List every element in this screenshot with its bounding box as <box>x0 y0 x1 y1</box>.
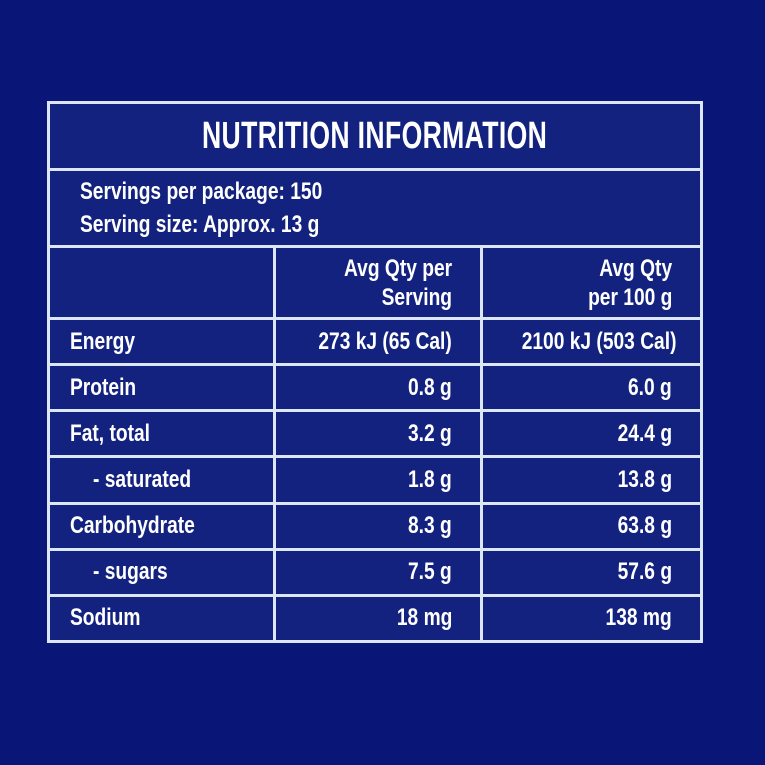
nutrient-label: - saturated <box>93 465 192 493</box>
nutrient-label: Carbohydrate <box>70 512 195 540</box>
nutrient-cell: Carbohydrate <box>50 505 273 548</box>
table-row: Protein 0.8 g 6.0 g <box>50 366 700 413</box>
table-row: Fat, total 3.2 g 24.4 g <box>50 412 700 459</box>
nutrient-cell: Fat, total <box>50 412 273 455</box>
per-serving-value: 0.8 g <box>408 373 452 401</box>
per-100g-cell: 13.8 g <box>480 458 700 502</box>
servings-section: Servings per package: 150 Serving size: … <box>50 171 700 248</box>
header-per-serving-line1: Avg Qty per <box>343 254 452 282</box>
table-header-row: Avg Qty per Serving Avg Qty per 100 g <box>50 248 700 320</box>
nutrition-panel: NUTRITION INFORMATION Servings per packa… <box>47 101 703 643</box>
header-nutrient-cell <box>50 248 273 317</box>
servings-per-package-text: Servings per package: 150 <box>80 178 323 205</box>
nutrient-cell: Sodium <box>50 597 273 640</box>
table-row: Energy 273 kJ (65 Cal) 2100 kJ (503 Cal) <box>50 320 700 367</box>
nutrient-label: Sodium <box>70 604 141 632</box>
per-100g-value: 13.8 g <box>617 465 672 493</box>
per-serving-cell: 18 mg <box>273 596 480 640</box>
nutrient-label: - sugars <box>93 558 168 586</box>
header-per-100g-cell: Avg Qty per 100 g <box>480 248 700 317</box>
per-100g-cell: 63.8 g <box>480 504 700 548</box>
header-per-100g-line2: per 100 g <box>587 283 672 311</box>
table-row: - saturated 1.8 g 13.8 g <box>50 458 700 505</box>
nutrient-cell: - saturated <box>50 458 273 501</box>
per-100g-cell: 57.6 g <box>480 550 700 594</box>
header-per-100g-line1: Avg Qty <box>599 254 672 282</box>
per-serving-value: 273 kJ (65 Cal) <box>318 327 452 355</box>
per-serving-cell: 8.3 g <box>273 504 480 548</box>
table-row: - sugars 7.5 g 57.6 g <box>50 550 700 597</box>
nutrient-cell: Protein <box>50 366 273 409</box>
per-serving-cell: 1.8 g <box>273 458 480 502</box>
per-serving-value: 7.5 g <box>408 558 452 586</box>
nutrient-label: Protein <box>70 373 137 401</box>
per-100g-value: 2100 kJ (503 Cal) <box>521 327 677 355</box>
per-serving-value: 3.2 g <box>408 419 452 447</box>
per-100g-value: 138 mg <box>605 604 672 632</box>
per-100g-value: 63.8 g <box>617 512 672 540</box>
nutrient-label: Fat, total <box>70 419 150 447</box>
header-per-serving-cell: Avg Qty per Serving <box>273 248 480 317</box>
header-per-serving-line2: Serving <box>381 283 452 311</box>
table-row: Sodium 18 mg 138 mg <box>50 596 700 640</box>
per-serving-cell: 0.8 g <box>273 366 480 410</box>
per-100g-value: 57.6 g <box>617 558 672 586</box>
nutrient-cell: Energy <box>50 320 273 363</box>
nutrient-cell: - sugars <box>50 551 273 594</box>
per-serving-value: 1.8 g <box>408 465 452 493</box>
per-100g-cell: 2100 kJ (503 Cal) <box>480 320 704 364</box>
per-100g-value: 6.0 g <box>628 373 672 401</box>
per-serving-cell: 3.2 g <box>273 412 480 456</box>
per-100g-value: 24.4 g <box>617 419 672 447</box>
nutrient-label: Energy <box>70 327 136 355</box>
serving-size-text: Serving size: Approx. 13 g <box>80 211 320 238</box>
panel-title-row: NUTRITION INFORMATION <box>50 104 700 171</box>
table-row: Carbohydrate 8.3 g 63.8 g <box>50 504 700 551</box>
per-serving-cell: 7.5 g <box>273 550 480 594</box>
per-100g-cell: 6.0 g <box>480 366 700 410</box>
per-serving-value: 8.3 g <box>408 512 452 540</box>
data-rows: Energy 273 kJ (65 Cal) 2100 kJ (503 Cal)… <box>50 320 700 640</box>
per-serving-cell: 273 kJ (65 Cal) <box>273 320 480 364</box>
panel-title: NUTRITION INFORMATION <box>202 114 548 157</box>
per-serving-value: 18 mg <box>396 604 453 632</box>
per-100g-cell: 138 mg <box>480 596 700 640</box>
per-100g-cell: 24.4 g <box>480 412 700 456</box>
